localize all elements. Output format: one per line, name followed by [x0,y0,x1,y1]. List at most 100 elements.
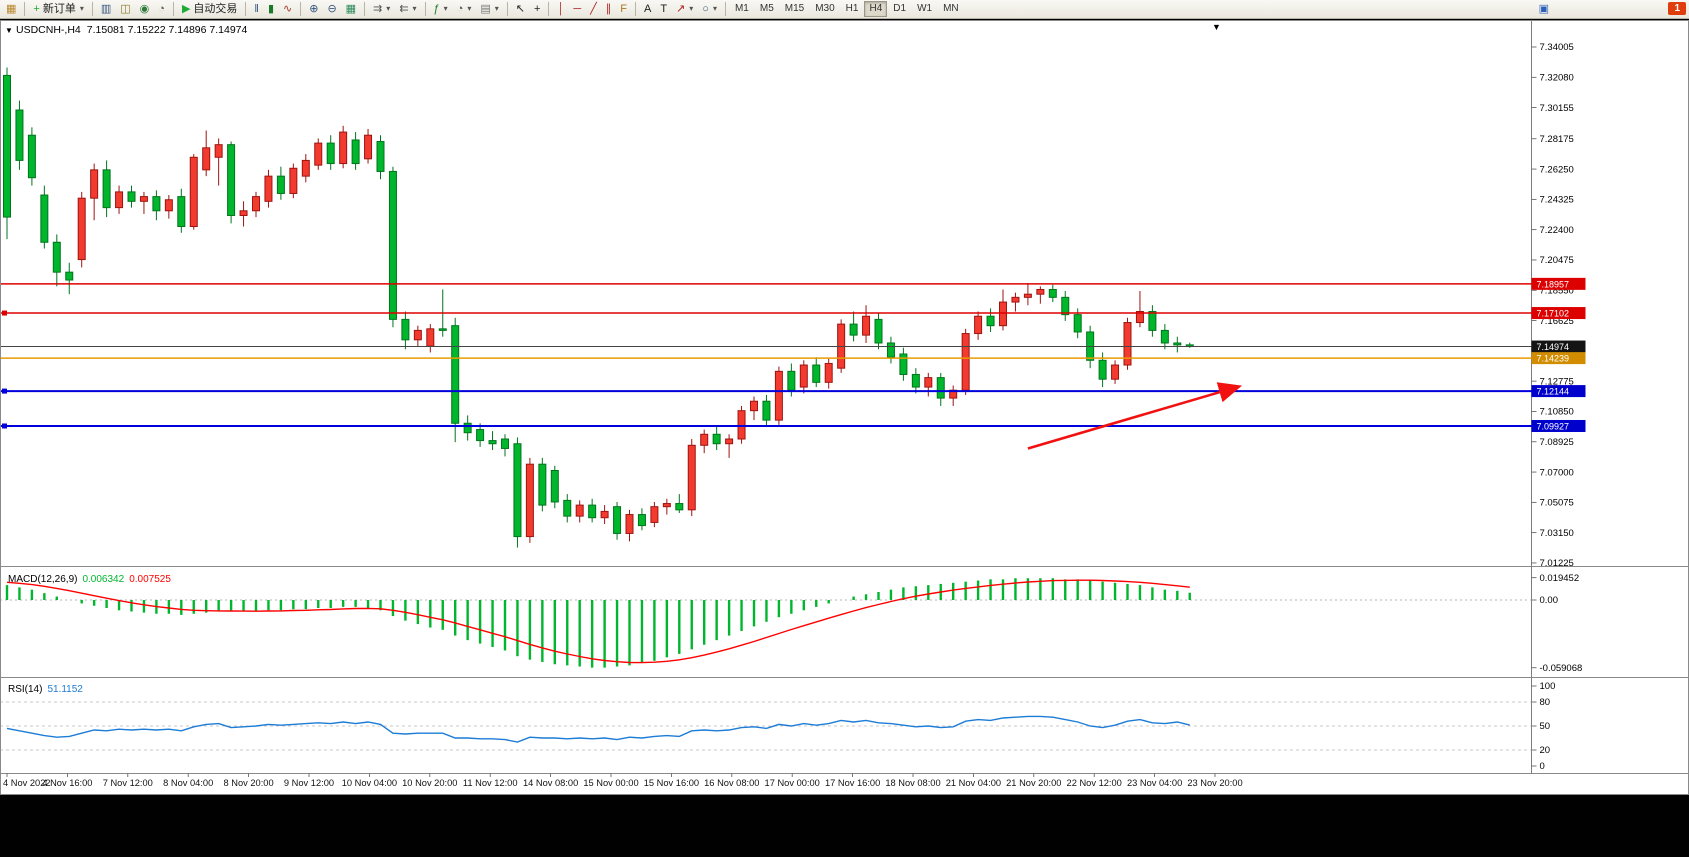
time-axis-label: 21 Nov 20:00 [1006,778,1061,788]
notifications-badge[interactable]: 1 [1668,2,1686,15]
timeframe-h1-button[interactable]: H1 [841,1,864,17]
candlestick-mode-button[interactable]: ▮ [264,1,278,17]
candle-body [52,241,61,273]
price-axis-label: 7.22400 [1540,225,1574,236]
candle-body [550,469,559,503]
candle-body [762,400,771,421]
candle-body [575,504,584,517]
toolbar-separator [506,2,508,16]
toolbar: ▦ + 新订单 ▾ ▥ ◫ ◉ ◔ ▶ 自动交易 ‖ ▮ ∿ ⊕ ⊖ ▦ ⇉ ▾ ⇇ ▾ ƒ ▾ ◔ ▾ ▤ ▾ ↖ + │ ─ ╱ ∥ F A T… [0,0,1689,19]
tile-windows-icon: ▦ [345,2,357,15]
cursor-button[interactable]: ↖ [512,1,529,17]
chart-shift-button[interactable]: ⇇ ▾ [395,1,420,17]
timeframe-w1-button[interactable]: W1 [912,1,937,17]
symbol-dropdown-icon[interactable]: ▼ [5,26,13,35]
time-axis-label: 9 Nov 12:00 [284,778,334,788]
rsi-scale-label: 100 [1540,681,1556,692]
time-axis-label: 14 Nov 08:00 [523,778,578,788]
trendline-button[interactable]: ╱ [586,1,601,17]
timeframe-m15-button[interactable]: M15 [780,1,809,17]
candle-body [986,315,995,327]
candle-body [886,342,895,358]
candle-body [563,499,572,517]
trend-arrow[interactable] [1027,382,1243,450]
arrows-button[interactable]: ↗ ▾ [672,1,697,17]
time-axis-label: 10 Nov 20:00 [402,778,457,788]
hline-blue-upper-handle[interactable] [2,388,7,394]
candle-body [127,191,136,202]
toolbar-separator [548,2,550,16]
periods-button[interactable]: ◔ ▾ [453,1,476,17]
timeframe-h4-button[interactable]: H4 [864,1,888,17]
candle-body [774,370,783,421]
auto-scroll-button[interactable]: ⇉ ▾ [369,1,394,17]
hline-red-upper-badge [1531,277,1586,290]
hline-red-lower-handle[interactable] [2,310,7,316]
candle-body [899,353,908,375]
timeframe-mn-button[interactable]: MN [938,1,964,17]
bar-chart-mode-button[interactable]: ‖ [250,1,263,17]
templates-button[interactable]: ▤ ▾ [476,1,502,17]
chart-window[interactable]: 7.34005 7.32080 7.30155 7.28175 7.26250 7.243… [0,20,1689,795]
price-axis-label: 7.24325 [1540,195,1574,206]
candle-body [650,506,659,523]
vertical-line-button[interactable]: │ [553,1,568,17]
candle-body [675,503,684,511]
hline-blue-lower-handle[interactable] [2,423,7,429]
candle-body [1135,311,1144,324]
profiles-button[interactable]: ◫ [116,1,134,17]
crosshair-button[interactable]: + [530,1,544,17]
candle-body [276,175,285,194]
price-axis-label: 7.34005 [1540,42,1574,53]
toolbar-separator [724,2,726,16]
candle-body [27,134,36,179]
zoom-in-button[interactable]: ⊕ [305,1,322,17]
chart-shift-marker-icon[interactable]: ▼ [1212,22,1221,32]
caret-down-icon: ▾ [79,4,84,13]
candle-body [388,170,397,320]
history-center-button[interactable]: ◔ [154,1,169,17]
candle-body [289,167,298,194]
toolbar-separator [24,2,26,16]
hline-orange-badge-label: 7.14239 [1537,354,1570,364]
toolbar-separator [634,2,636,16]
timeframe-d1-button[interactable]: D1 [888,1,911,17]
rsi-scale-label: 50 [1540,721,1551,732]
new-order-button[interactable]: + 新订单 ▾ [29,1,87,17]
timeframe-m30-button[interactable]: M30 [810,1,839,17]
candle-body [90,169,99,199]
fibonacci-button[interactable]: F [616,1,631,17]
candle-body [662,503,671,508]
indicators-button[interactable]: ƒ ▾ [430,1,452,17]
market-watch-button[interactable]: ◉ [136,1,154,17]
channel-button[interactable]: ∥ [602,1,616,17]
new-chart-button[interactable]: ▦ [2,1,20,17]
candle-body [812,364,821,383]
crosshair-icon: + [534,2,541,15]
label-icon: T [660,2,668,15]
caret-down-icon: ▾ [712,4,717,13]
candle-body [1073,314,1082,333]
price-chart[interactable]: 7.34005 7.32080 7.30155 7.28175 7.26250 7.243… [0,20,1689,795]
label-button[interactable]: T [656,1,671,17]
horizontal-line-button[interactable]: ─ [569,1,585,17]
timeframe-m5-button[interactable]: M5 [755,1,779,17]
candle-body [426,328,435,347]
candle-body [413,329,422,341]
chart-window-button[interactable]: ▥ [97,1,115,17]
community-button[interactable]: ▣ [1535,1,1553,17]
candle-body [625,514,634,534]
candlestick-mode-icon: ▮ [267,2,275,15]
hline-red-lower-badge-label: 7.17102 [1537,308,1570,318]
timeframe-m1-button[interactable]: M1 [730,1,754,17]
zoom-out-button[interactable]: ⊖ [323,1,340,17]
tile-windows-button[interactable]: ▦ [342,1,360,17]
time-axis-label: 17 Nov 00:00 [765,778,820,788]
auto-trading-button[interactable]: ▶ 自动交易 [178,1,241,17]
toolbar-separator [364,2,366,16]
candle-body [525,463,534,538]
line-chart-mode-icon: ∿ [283,2,293,15]
line-chart-mode-button[interactable]: ∿ [279,1,296,17]
shapes-button[interactable]: ○ ▾ [698,1,721,17]
text-button[interactable]: A [640,1,655,17]
